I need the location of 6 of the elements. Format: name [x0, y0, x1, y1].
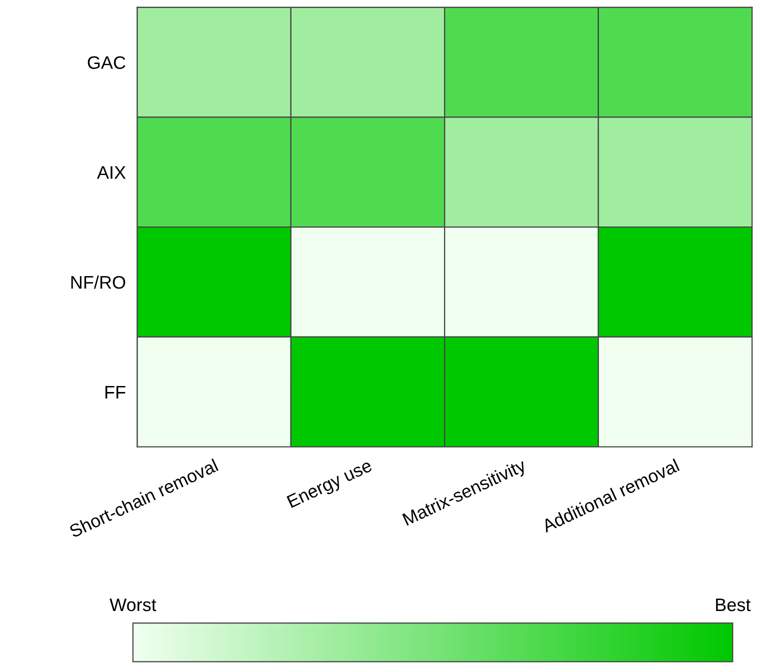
y-tick-label: NF/RO — [71, 276, 126, 289]
y-tick-label: AIX — [96, 166, 126, 179]
y-tick-label: FF — [105, 386, 126, 398]
color-bar-label: Worst — [110, 598, 156, 612]
y-tick-label: GAC — [88, 56, 126, 69]
color-bar-label: Best — [716, 598, 751, 612]
